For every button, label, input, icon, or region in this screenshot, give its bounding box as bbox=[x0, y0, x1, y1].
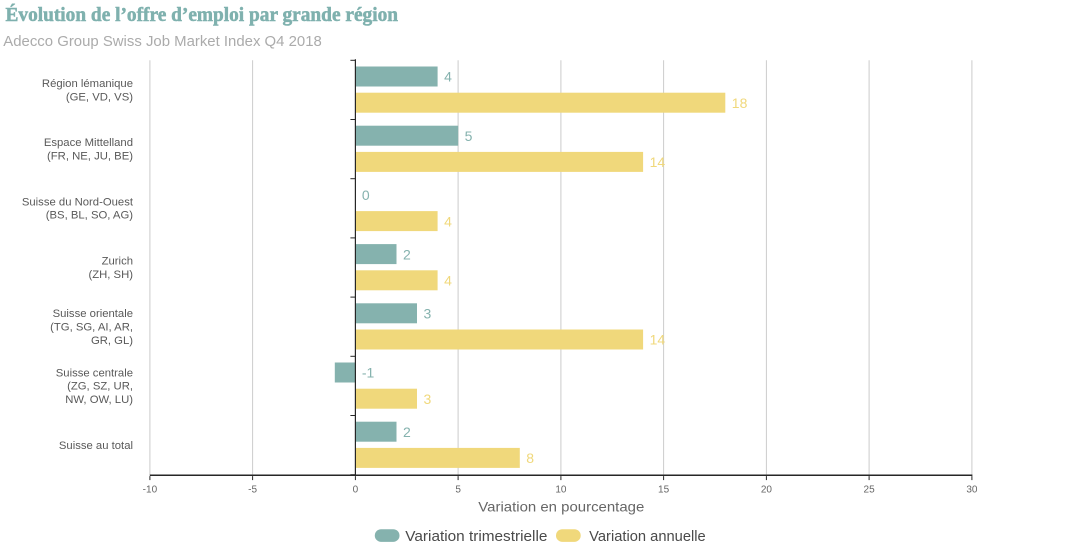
svg-text:18: 18 bbox=[732, 95, 748, 111]
svg-text:(GE, VD, VS): (GE, VD, VS) bbox=[66, 91, 133, 103]
svg-text:4: 4 bbox=[444, 213, 452, 229]
svg-text:10: 10 bbox=[555, 484, 567, 495]
svg-text:20: 20 bbox=[761, 484, 773, 495]
svg-text:-5: -5 bbox=[248, 484, 257, 495]
svg-text:(ZH, SH): (ZH, SH) bbox=[88, 269, 133, 281]
svg-text:14: 14 bbox=[650, 332, 666, 348]
svg-text:(FR, NE, JU, BE): (FR, NE, JU, BE) bbox=[47, 151, 133, 163]
svg-text:Variation annuelle: Variation annuelle bbox=[589, 529, 706, 545]
svg-text:Suisse au total: Suisse au total bbox=[59, 440, 133, 452]
svg-text:NW, OW, LU): NW, OW, LU) bbox=[65, 394, 133, 406]
svg-text:2: 2 bbox=[403, 424, 411, 440]
svg-text:(ZG, SZ, UR,: (ZG, SZ, UR, bbox=[67, 381, 133, 393]
svg-text:Évolution de l’offre d’emploi: Évolution de l’offre d’emploi par grande… bbox=[6, 3, 399, 26]
svg-text:14: 14 bbox=[650, 154, 666, 170]
svg-text:25: 25 bbox=[864, 484, 876, 495]
svg-text:4: 4 bbox=[444, 273, 452, 289]
svg-text:3: 3 bbox=[424, 306, 432, 322]
svg-text:Zurich: Zurich bbox=[102, 256, 133, 268]
svg-text:(BS, BL, SO, AG): (BS, BL, SO, AG) bbox=[46, 210, 134, 222]
svg-text:5: 5 bbox=[465, 128, 473, 144]
svg-text:-10: -10 bbox=[143, 484, 158, 495]
svg-text:0: 0 bbox=[362, 187, 370, 203]
svg-text:Suisse orientale: Suisse orientale bbox=[53, 308, 133, 320]
svg-text:GR, GL): GR, GL) bbox=[91, 335, 133, 347]
svg-text:4: 4 bbox=[444, 69, 452, 85]
svg-text:3: 3 bbox=[424, 391, 432, 407]
svg-text:Variation en pourcentage: Variation en pourcentage bbox=[478, 499, 644, 515]
svg-text:Adecco Group Swiss Job Market: Adecco Group Swiss Job Market Index Q4 2… bbox=[3, 33, 322, 50]
svg-text:Région lémanique: Région lémanique bbox=[42, 78, 133, 90]
svg-text:15: 15 bbox=[658, 484, 670, 495]
svg-text:8: 8 bbox=[526, 450, 534, 466]
svg-text:0: 0 bbox=[353, 484, 359, 495]
svg-text:(TG, SG, AI, AR,: (TG, SG, AI, AR, bbox=[50, 322, 133, 334]
svg-text:30: 30 bbox=[966, 484, 978, 495]
svg-text:Suisse centrale: Suisse centrale bbox=[56, 367, 133, 379]
svg-text:-1: -1 bbox=[362, 365, 375, 381]
svg-text:5: 5 bbox=[455, 484, 461, 495]
svg-text:Espace Mittelland: Espace Mittelland bbox=[44, 137, 133, 149]
svg-text:Suisse du Nord-Ouest: Suisse du Nord-Ouest bbox=[22, 196, 134, 208]
svg-text:2: 2 bbox=[403, 246, 411, 262]
svg-text:Variation trimestrielle: Variation trimestrielle bbox=[405, 529, 547, 545]
